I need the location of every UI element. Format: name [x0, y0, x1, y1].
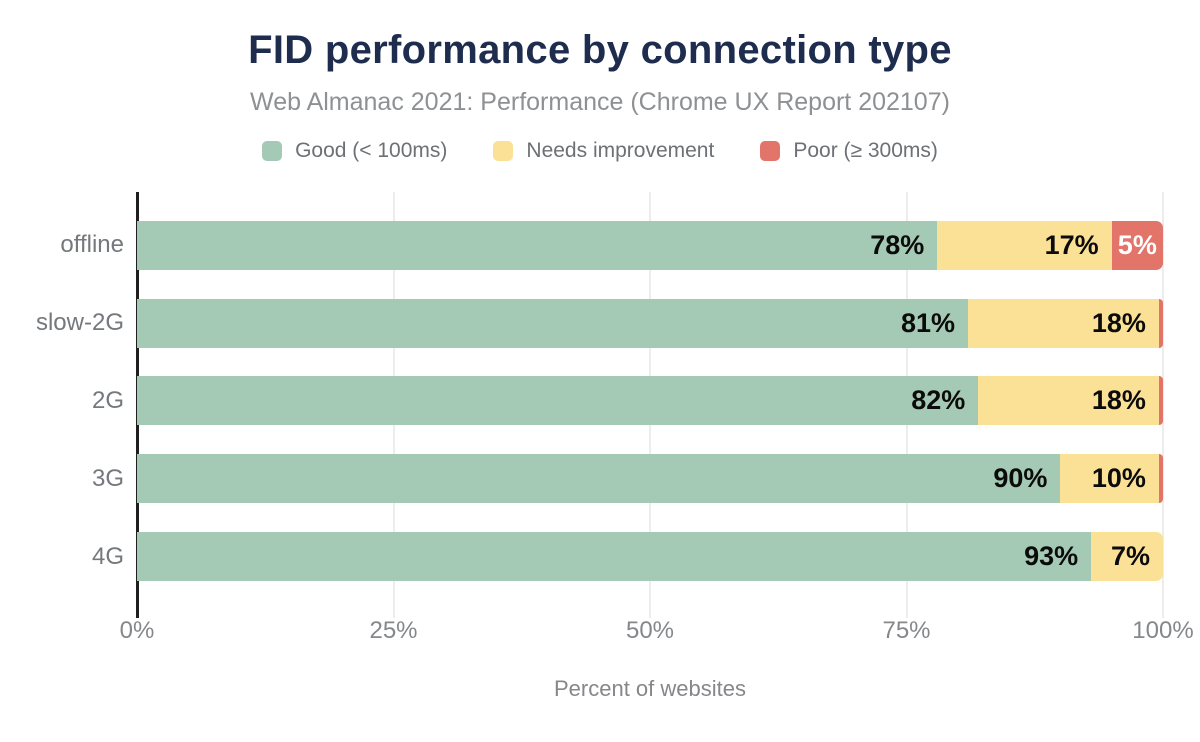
- bar-segment-good[interactable]: 78%: [137, 220, 938, 270]
- legend-item-label: Needs improvement: [526, 139, 715, 162]
- legend-item-label: Good (< 100ms): [295, 139, 448, 162]
- bar-segment-needs_improvement[interactable]: 18%: [978, 376, 1159, 426]
- category-label: 3G: [91, 464, 124, 492]
- legend-swatch: [493, 141, 514, 161]
- category-label: offline: [60, 231, 124, 259]
- legend-item-poor[interactable]: Poor (≥ 300ms): [760, 139, 938, 163]
- category-label: 4G: [91, 542, 124, 570]
- bar-row-2G: 2G 82% 18%: [92, 376, 1163, 426]
- legend-item-good[interactable]: Good (< 100ms): [262, 139, 447, 163]
- plot-area: offline 78% 17% 5% slow-2G 81% 18% 2G 82% 18…: [36, 192, 1164, 618]
- x-tick-label: 100%: [1132, 617, 1194, 644]
- bar-segment-good[interactable]: 81%: [137, 298, 969, 348]
- category-label: slow-2G: [35, 309, 124, 337]
- bar-segment-needs_improvement[interactable]: 10%: [1060, 454, 1159, 504]
- chart-title: FID performance by connection type: [248, 28, 952, 72]
- legend: Good (< 100ms) Needs improvement Poor (≥…: [0, 139, 1200, 163]
- chart-subtitle: Web Almanac 2021: Performance (Chrome UX…: [250, 88, 950, 116]
- x-tick-label: 75%: [882, 617, 931, 644]
- bar-row-slow-2G: slow-2G 81% 18%: [36, 298, 1163, 348]
- x-tick-label: 0%: [119, 617, 155, 644]
- legend-item-needs_improvement[interactable]: Needs improvement: [493, 139, 714, 163]
- bar-segment-poor[interactable]: 5%: [1111, 220, 1163, 270]
- gridline: [1162, 192, 1164, 618]
- bar-segment-needs_improvement[interactable]: 7%: [1091, 532, 1163, 582]
- bar-segment-needs_improvement[interactable]: 17%: [937, 220, 1112, 270]
- bar-segment-good[interactable]: 90%: [137, 454, 1061, 504]
- x-tick-label: 50%: [625, 617, 675, 644]
- category-label: 2G: [91, 386, 124, 414]
- x-axis-ticks: 0% 25% 50% 75% 100%: [120, 617, 1194, 647]
- bar-row-4G: 4G 93% 7%: [92, 532, 1163, 582]
- bar-segment-poor[interactable]: [1158, 454, 1163, 504]
- bar-row-3G: 3G 90% 10%: [92, 454, 1163, 504]
- bar-segment-good[interactable]: 82%: [137, 376, 979, 426]
- bar-row-offline: offline 78% 17% 5%: [60, 220, 1163, 270]
- bar-segment-poor[interactable]: [1158, 376, 1163, 426]
- legend-swatch: [262, 141, 283, 161]
- x-tick-label: 25%: [369, 617, 418, 644]
- bar-rows: offline 78% 17% 5% slow-2G 81% 18% 2G 82% 18…: [36, 192, 1163, 610]
- bar-segment-needs_improvement[interactable]: 18%: [968, 298, 1159, 348]
- legend-swatch: [760, 141, 781, 161]
- legend-item-label: Poor (≥ 300ms): [793, 139, 938, 162]
- bar-segment-poor[interactable]: [1158, 298, 1163, 348]
- x-axis-title: Percent of websites: [554, 676, 746, 701]
- bar-segment-good[interactable]: 93%: [137, 532, 1092, 582]
